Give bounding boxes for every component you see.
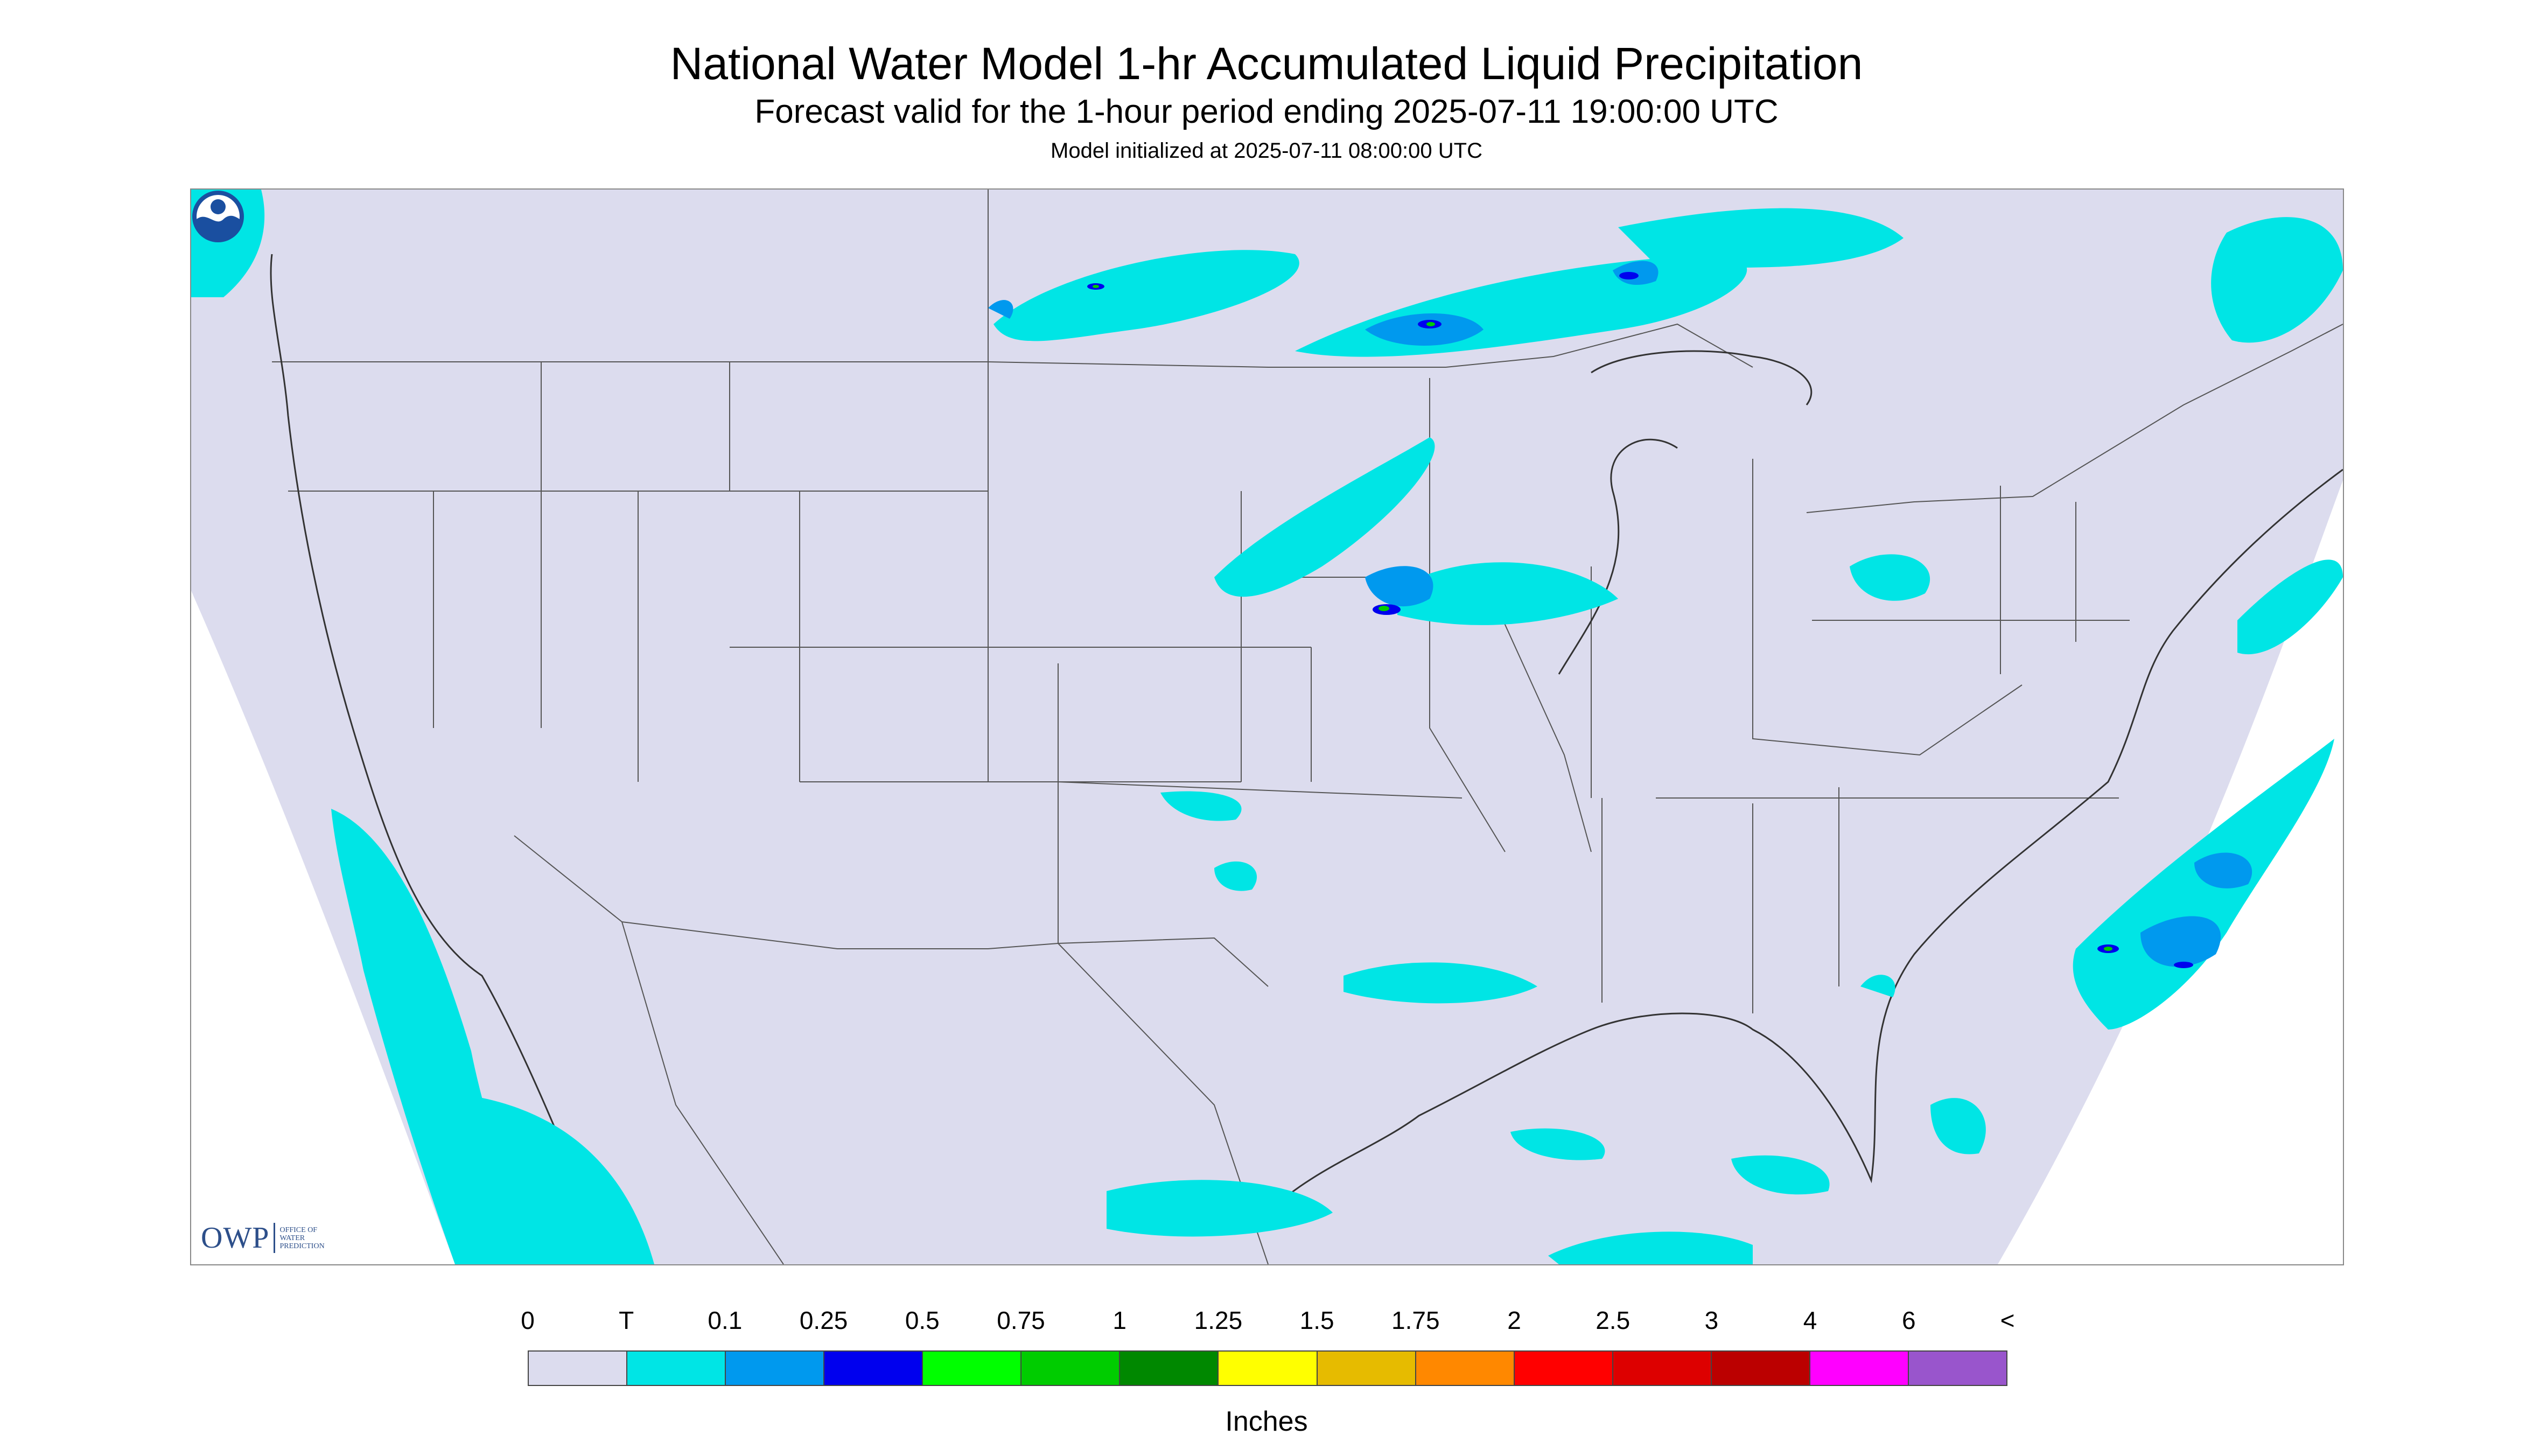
model-init-text: Model initialized at 2025-07-11 08:00:00… xyxy=(1051,139,1482,163)
owp-logo: OWP OFFICE OF WATER PREDICTION xyxy=(201,1221,325,1255)
legend-swatch xyxy=(1120,1352,1219,1385)
legend-tick-label: 1 xyxy=(1112,1306,1126,1334)
owp-logo-divider xyxy=(274,1223,276,1253)
legend-swatch xyxy=(1810,1352,1909,1385)
owp-logo-letters: OWP xyxy=(201,1221,270,1255)
legend-tick-label: 0 xyxy=(521,1306,535,1334)
precip-heavy-cells xyxy=(1087,272,2193,968)
political-boundaries xyxy=(272,190,2343,1264)
legend-tick-label: 1.75 xyxy=(1391,1306,1440,1334)
legend-tick-label: 0.1 xyxy=(708,1306,743,1334)
legend-tick-label: 0.75 xyxy=(997,1306,1045,1334)
legend-tick-label: 2 xyxy=(1507,1306,1521,1334)
legend-tick-label: 4 xyxy=(1803,1306,1817,1334)
legend-swatch xyxy=(726,1352,825,1385)
legend-tick-label: 6 xyxy=(1902,1306,1916,1334)
legend-swatch xyxy=(824,1352,923,1385)
precipitation-map: OWP OFFICE OF WATER PREDICTION xyxy=(190,188,2344,1265)
legend-swatch xyxy=(1514,1352,1613,1385)
legend-tick-label: 2.5 xyxy=(1596,1306,1631,1334)
color-legend xyxy=(528,1350,2007,1386)
noaa-logo xyxy=(192,191,244,242)
legend-swatch xyxy=(627,1352,726,1385)
legend-swatch xyxy=(1613,1352,1712,1385)
coastlines xyxy=(270,254,2343,1264)
legend-tick-label: T xyxy=(619,1306,634,1334)
legend-tick-label: < xyxy=(2000,1306,2015,1334)
legend-swatch xyxy=(1021,1352,1121,1385)
legend-swatch xyxy=(1711,1352,1810,1385)
legend-swatch xyxy=(1317,1352,1416,1385)
legend-swatch xyxy=(923,1352,1022,1385)
legend-tick-label: 3 xyxy=(1704,1306,1719,1334)
legend-tick-label: 1.5 xyxy=(1299,1306,1334,1334)
map-title: National Water Model 1-hr Accumulated Li… xyxy=(670,38,1863,89)
legend-swatch xyxy=(529,1352,628,1385)
legend-tick-label: 0.25 xyxy=(799,1306,848,1334)
legend-swatch xyxy=(1416,1352,1515,1385)
map-canvas xyxy=(191,190,2343,1264)
legend-swatch xyxy=(1908,1352,2006,1385)
legend-units-label: Inches xyxy=(1225,1406,1308,1437)
legend-tick-label: 0.5 xyxy=(905,1306,940,1334)
map-domain xyxy=(191,190,2343,1264)
map-subtitle: Forecast valid for the 1-hour period end… xyxy=(754,93,1779,130)
owp-logo-text: OFFICE OF WATER PREDICTION xyxy=(279,1226,325,1250)
precip-light-blue-cells xyxy=(988,261,2252,967)
precip-trace-areas xyxy=(191,190,2343,1264)
legend-swatch xyxy=(1219,1352,1318,1385)
legend-tick-label: 1.25 xyxy=(1194,1306,1243,1334)
